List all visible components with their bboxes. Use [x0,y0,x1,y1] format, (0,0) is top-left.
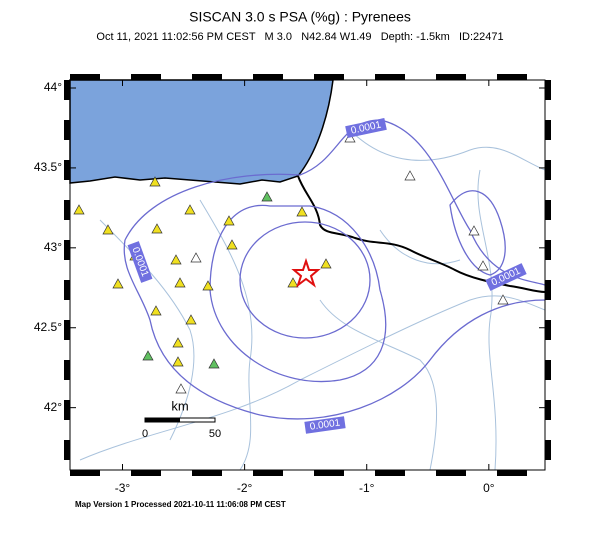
frame-bar [497,470,527,476]
lon-label: -3° [115,481,131,495]
station [296,206,308,217]
frame-bar [192,470,222,476]
scale-unit: km [171,398,188,413]
lon-label: 0° [483,481,495,495]
station [223,215,235,226]
frame-bar [253,470,283,476]
frame [69,79,546,471]
frame-bar [70,470,100,476]
subtitle: Oct 11, 2021 11:02:56 PM CEST M 3.0 N42.… [96,31,503,43]
scale-start: 0 [142,428,148,440]
frame-bar [545,240,551,260]
station [404,170,416,181]
frame-bar [131,470,161,476]
frame-bar [314,74,344,80]
frame-bar [436,470,466,476]
frame-bar [375,470,405,476]
station [468,225,480,236]
lon-label: -2° [237,481,253,495]
frame-bar [64,280,70,300]
title: SISCAN 3.0 s PSA (%g) : Pyrenees [189,9,411,25]
frame-bar [545,440,551,460]
frame-bar [545,360,551,380]
station [226,239,238,250]
frame-bar [545,200,551,220]
station [190,252,202,263]
station [142,350,154,361]
station [261,191,273,202]
border [297,175,546,293]
scale-fill [145,418,180,422]
frame-bar [545,400,551,420]
frame-bar [64,400,70,420]
frame-bar [545,120,551,140]
frame-bar [64,80,70,100]
contour-label-box [304,416,346,434]
rivers [79,129,546,471]
epicenter [291,257,321,288]
frame-bar [436,74,466,80]
frame-bar [192,74,222,80]
contour-label-box [485,263,527,291]
station [151,223,163,234]
lat-label: 42° [44,400,62,414]
station [497,294,509,305]
station [185,314,197,325]
frame-bar [545,80,551,100]
station [102,224,114,235]
station [175,383,187,394]
frame-bar [545,280,551,300]
contour-label-text: 0.0001 [309,418,341,433]
station [172,337,184,348]
scale-bar: km 0 50 [142,398,221,439]
frame-bar [545,160,551,180]
lat-label: 42.5° [34,320,62,334]
station [73,204,85,215]
station [320,258,332,269]
station [184,204,196,215]
lat-label: 43.5° [34,160,62,174]
station [174,277,186,288]
frame-bar [64,200,70,220]
contour-label: 0.0001 [304,416,346,434]
frame-bar [64,360,70,380]
frame-bar [314,470,344,476]
station [477,260,489,271]
scale-end: 50 [209,428,221,440]
frame-bar [131,74,161,80]
lat-label: 44° [44,80,62,94]
lat-label: 43° [44,240,62,254]
contour-label-box [345,117,387,139]
frame-bar [64,120,70,140]
station [202,280,214,291]
contour-label-box [127,241,153,283]
frame-bar [497,74,527,80]
lon-label: -1° [359,481,375,495]
frame-bar [375,74,405,80]
frame-bar [64,440,70,460]
station [149,176,161,187]
station [208,358,220,369]
station [112,278,124,289]
frame-bar [545,320,551,340]
footer: Map Version 1 Processed 2021-10-11 11:06… [75,500,286,509]
sea [69,79,334,185]
station [172,356,184,367]
frame-bar [70,74,100,80]
station [150,305,162,316]
frame-bar [64,160,70,180]
station [170,254,182,265]
station [287,277,299,288]
frame-bar [64,240,70,260]
frame-bar [253,74,283,80]
frame-bar [64,320,70,340]
